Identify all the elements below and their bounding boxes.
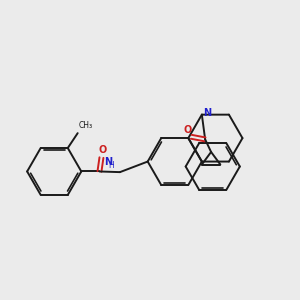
- Text: O: O: [99, 145, 107, 154]
- Text: CH₃: CH₃: [79, 121, 93, 130]
- Text: N: N: [104, 157, 112, 167]
- Text: O: O: [184, 125, 192, 135]
- Text: N: N: [203, 108, 211, 118]
- Text: H: H: [108, 161, 114, 170]
